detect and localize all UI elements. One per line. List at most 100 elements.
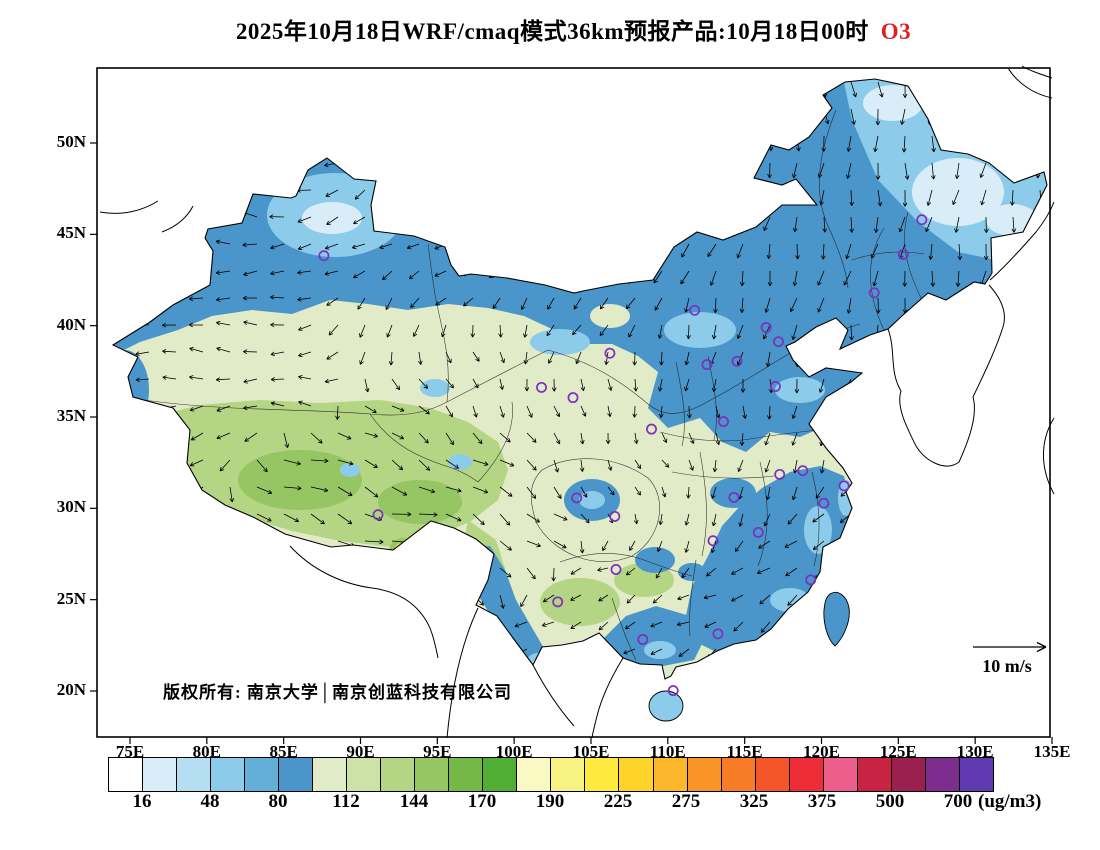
wind-arrow bbox=[985, 108, 991, 125]
wind-arrow bbox=[948, 675, 960, 679]
wind-arrow bbox=[819, 189, 825, 206]
wind-arrow bbox=[526, 405, 533, 418]
wind-arrow bbox=[1008, 243, 1014, 260]
wind-arrow bbox=[1035, 162, 1041, 179]
wind-arrow bbox=[1005, 486, 1014, 500]
wind-arrow bbox=[202, 648, 210, 663]
wind-arrow bbox=[242, 107, 258, 113]
o3-region bbox=[838, 480, 854, 516]
wind-arrow bbox=[575, 135, 582, 150]
wind-arrow bbox=[310, 594, 327, 603]
wind-arrow bbox=[406, 189, 420, 197]
wind-arrow bbox=[541, 675, 555, 679]
wind-arrow bbox=[359, 351, 366, 365]
wind-arrow bbox=[434, 270, 447, 277]
wind-arrow bbox=[113, 459, 123, 467]
wind-arrow bbox=[310, 513, 325, 525]
wind-arrow bbox=[602, 108, 609, 123]
wind-arrow bbox=[763, 513, 771, 527]
wind-arrow bbox=[712, 81, 718, 97]
wind-arrow bbox=[526, 486, 537, 499]
province-boundary bbox=[675, 355, 717, 447]
wind-arrow bbox=[113, 290, 123, 299]
wind-arrow bbox=[817, 270, 825, 286]
station-marker bbox=[916, 214, 928, 226]
wind-arrow bbox=[1009, 432, 1014, 448]
lon-label: 75E bbox=[115, 742, 145, 761]
wind-arrow bbox=[735, 216, 744, 231]
colorbar-tick-label: 190 bbox=[535, 791, 565, 812]
wind-arrow bbox=[849, 189, 854, 206]
wind-arrow bbox=[580, 486, 588, 498]
wind-arrow bbox=[843, 270, 852, 286]
station-marker bbox=[838, 480, 850, 492]
coastline bbox=[887, 284, 1005, 467]
wind-arrow bbox=[871, 540, 879, 554]
wind-arrow bbox=[472, 567, 486, 578]
wind-arrow bbox=[1010, 189, 1015, 206]
station-marker bbox=[718, 416, 729, 428]
wind-arrow bbox=[902, 189, 908, 207]
wind-arrow bbox=[927, 405, 933, 421]
wind-arrow bbox=[324, 378, 339, 384]
wind-arrow bbox=[822, 216, 828, 233]
wind-arrow bbox=[188, 322, 204, 328]
wind-arrow bbox=[489, 243, 501, 253]
title-text: 2025年10月18日WRF/cmaq模式36km预报产品:10月18日00时 bbox=[235, 19, 869, 44]
colorbar-unit: (ug/m3) bbox=[978, 791, 1042, 812]
wind-arrow bbox=[812, 540, 825, 550]
wind-arrow bbox=[741, 162, 746, 178]
wind-arrow bbox=[351, 135, 366, 142]
wind-arrow bbox=[190, 432, 204, 441]
wind-arrow bbox=[391, 621, 407, 631]
wind-arrow bbox=[599, 81, 609, 94]
wind-arrow bbox=[875, 162, 881, 180]
wind-arrow bbox=[113, 215, 123, 220]
wind-arrow bbox=[113, 185, 123, 191]
wind-arrow bbox=[299, 108, 312, 118]
wind-arrow bbox=[954, 486, 960, 501]
wind-arrow bbox=[767, 271, 773, 287]
wind-arrow bbox=[877, 189, 883, 207]
station-marker bbox=[868, 287, 880, 299]
o3-region bbox=[596, 606, 704, 667]
wind-arrow bbox=[200, 594, 205, 611]
wind-arrow bbox=[269, 160, 285, 165]
wind-arrow bbox=[269, 214, 285, 220]
wind-arrow bbox=[686, 81, 692, 97]
wind-arrow bbox=[1033, 513, 1041, 527]
province-boundary bbox=[369, 413, 479, 483]
wind-arrow bbox=[654, 162, 663, 176]
wind-arrow bbox=[955, 270, 961, 287]
wind-arrow bbox=[657, 540, 663, 553]
wind-arrow bbox=[1035, 405, 1041, 421]
wind-arrow bbox=[870, 243, 879, 259]
wind-arrow bbox=[113, 108, 123, 116]
wind-arrow bbox=[787, 513, 798, 525]
o3-region bbox=[455, 336, 585, 382]
wind-arrow bbox=[656, 135, 663, 150]
wind-arrow bbox=[902, 270, 908, 287]
wind-arrow bbox=[113, 242, 123, 248]
wind-arrow bbox=[364, 648, 379, 659]
wind-arrow bbox=[229, 648, 239, 662]
wind-arrow bbox=[382, 270, 393, 281]
wind-arrow bbox=[391, 648, 406, 658]
wind-arrow bbox=[682, 162, 690, 177]
wind-arrow bbox=[953, 81, 960, 98]
wind-arrow bbox=[202, 567, 208, 583]
wind-arrow bbox=[364, 432, 378, 438]
china-outline bbox=[111, 78, 1048, 680]
wind-arrow bbox=[1035, 540, 1041, 555]
wind-arrow bbox=[810, 648, 825, 655]
wind-arrow bbox=[391, 486, 408, 496]
wind-arrow bbox=[135, 513, 150, 521]
wind-arrow bbox=[650, 621, 663, 628]
wind-arrow bbox=[445, 405, 453, 418]
wind-arrow bbox=[229, 513, 240, 527]
wind-arrow bbox=[710, 540, 717, 554]
wind-arrow bbox=[661, 459, 670, 468]
wind-arrow bbox=[924, 432, 933, 446]
station-marker bbox=[567, 392, 579, 404]
